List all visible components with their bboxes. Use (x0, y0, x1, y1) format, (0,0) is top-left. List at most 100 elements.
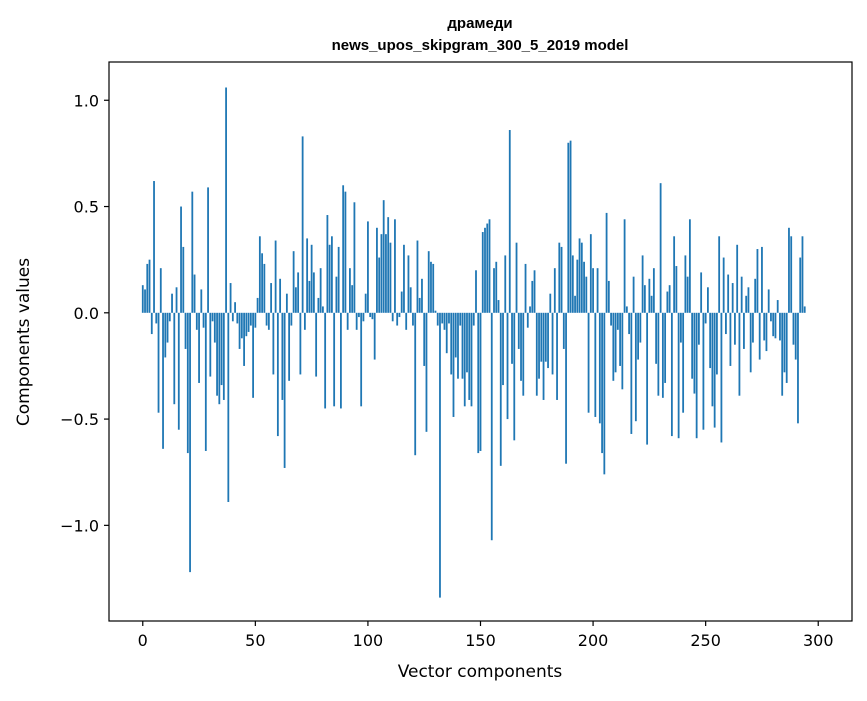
bar (763, 312, 766, 341)
bar (774, 312, 777, 339)
bar (565, 312, 567, 464)
bar (646, 312, 649, 445)
bar (664, 312, 667, 383)
bar (358, 312, 360, 318)
bar (637, 312, 640, 360)
bar (551, 312, 554, 375)
bar (249, 312, 252, 326)
bar (497, 300, 500, 313)
bar (290, 312, 293, 326)
x-tick-label: 100 (353, 631, 384, 650)
bar (146, 263, 149, 313)
bar (432, 263, 435, 313)
bar (524, 263, 527, 313)
bar (346, 312, 349, 330)
bar (202, 312, 205, 328)
bar (171, 293, 173, 313)
bar (177, 312, 180, 430)
bar (364, 293, 367, 313)
bar (666, 291, 669, 313)
bar (571, 255, 574, 313)
x-tick-label: 0 (138, 631, 148, 650)
bar (421, 278, 423, 313)
bar (186, 312, 189, 454)
bar (578, 238, 581, 313)
bar (776, 300, 779, 313)
bar (369, 312, 372, 318)
bar (207, 187, 209, 313)
bar (504, 255, 507, 313)
chart-subtitle: news_upos_skipgram_300_5_2019 model (332, 37, 629, 54)
bar (596, 268, 599, 313)
bar (166, 312, 169, 343)
bar (470, 312, 473, 407)
bar (412, 312, 414, 326)
bar (405, 312, 408, 330)
bar (601, 312, 603, 454)
bar (511, 312, 513, 364)
bar (799, 257, 802, 313)
bar (731, 283, 734, 313)
bar (362, 312, 365, 322)
bar (355, 312, 358, 330)
bar (204, 312, 207, 451)
bar (531, 280, 534, 313)
bar (283, 312, 286, 468)
bar (700, 272, 703, 313)
bar (448, 312, 450, 324)
bar (603, 312, 606, 475)
bar (150, 312, 153, 335)
bar (770, 312, 772, 322)
bar (526, 312, 529, 328)
bar (303, 312, 306, 330)
bar (299, 312, 302, 375)
bar (430, 261, 432, 313)
bar (725, 312, 727, 335)
bar (616, 312, 619, 330)
bar (193, 274, 196, 313)
bar (436, 312, 439, 326)
bar (515, 242, 518, 313)
bar (297, 272, 300, 313)
bar (752, 312, 754, 343)
bar (745, 295, 748, 313)
bar (349, 268, 351, 313)
bar (353, 202, 356, 313)
y-tick-label: 0.0 (74, 304, 99, 323)
bar (162, 312, 164, 449)
bar (270, 283, 273, 313)
bar (326, 215, 329, 313)
bar (650, 295, 653, 313)
bar (292, 251, 295, 313)
bar (227, 312, 230, 502)
bar (783, 312, 786, 373)
bar (614, 312, 617, 373)
bar (234, 302, 236, 313)
bar (380, 234, 383, 313)
bar (695, 312, 698, 439)
bar (310, 244, 313, 313)
bar (488, 219, 491, 313)
bar (758, 312, 761, 360)
bar (396, 312, 399, 326)
bar (461, 312, 464, 379)
bar (389, 242, 392, 313)
bar (794, 312, 797, 360)
bar (141, 285, 144, 313)
bar (592, 268, 594, 313)
bar (425, 312, 428, 432)
bar (477, 312, 480, 454)
bar (765, 312, 768, 352)
bar (670, 312, 673, 437)
bar (702, 312, 705, 430)
bar (423, 312, 426, 366)
bar (538, 312, 540, 379)
bar (337, 246, 340, 313)
bar (675, 266, 678, 313)
bar (688, 219, 691, 313)
bar (502, 312, 504, 386)
bar (294, 287, 297, 313)
bar (520, 312, 522, 381)
bar (734, 312, 736, 345)
bar (312, 272, 315, 313)
